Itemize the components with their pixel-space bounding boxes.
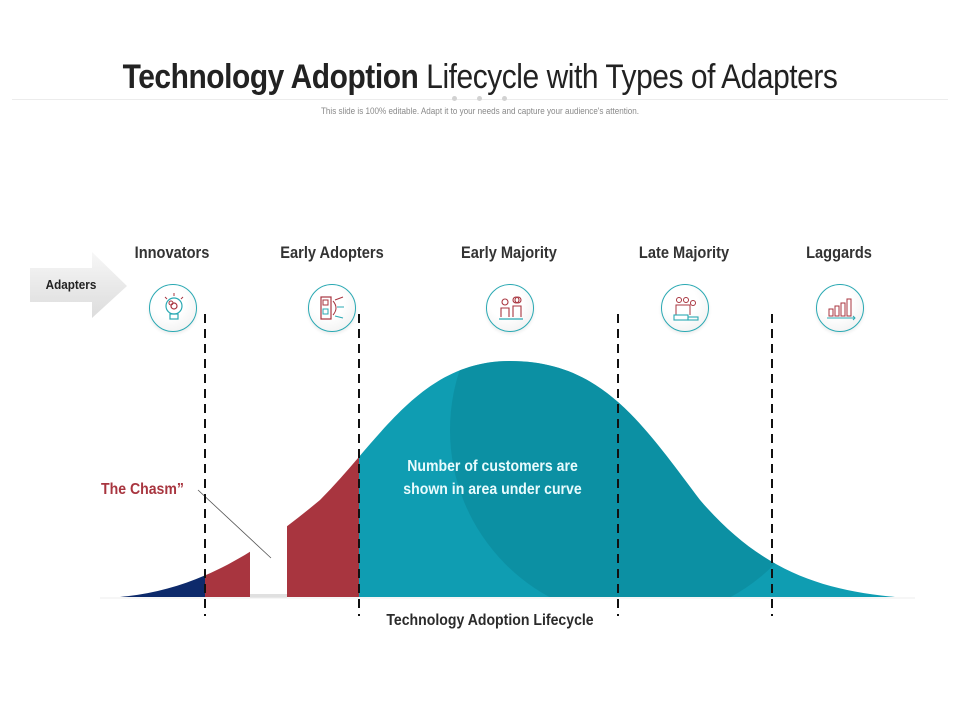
title-light: Lifecycle with Types of Adapters bbox=[426, 58, 838, 96]
stage-label-innovators: Innovators bbox=[134, 243, 210, 262]
adapters-arrow-shape bbox=[30, 252, 127, 318]
page-subtitle: This slide is 100% editable. Adapt it to… bbox=[320, 106, 640, 116]
adapters-label: Adapters bbox=[45, 277, 97, 292]
early-adopters-area-1 bbox=[205, 551, 250, 597]
group-podium-icon bbox=[661, 284, 709, 332]
title-bold: Technology Adoption bbox=[122, 58, 419, 96]
chasm-gap-baseline bbox=[250, 594, 287, 598]
chasm-pointer-line bbox=[197, 489, 272, 559]
people-podium-icon bbox=[486, 284, 534, 332]
stage-dividers bbox=[204, 314, 773, 616]
page-title: Technology Adoption Lifecycle with Types… bbox=[58, 58, 903, 97]
early-adopters-area-2 bbox=[287, 456, 359, 597]
stage-label-early-adopters: Early Adopters bbox=[280, 243, 384, 262]
bar-chart-growth-icon bbox=[816, 284, 864, 332]
title-dots bbox=[452, 96, 512, 104]
lightbulb-gears-icon bbox=[149, 284, 197, 332]
axis-label: Technology Adoption Lifecycle bbox=[386, 612, 594, 629]
chasm-label: The Chasm” bbox=[101, 481, 184, 498]
stage-label-early-majority: Early Majority bbox=[461, 243, 557, 262]
innovators-area bbox=[120, 575, 205, 597]
stage-label-late-majority: Late Majority bbox=[638, 243, 730, 262]
stage-label-laggards: Laggards bbox=[806, 243, 872, 262]
curve-note: Number of customers are shown in area un… bbox=[403, 458, 582, 498]
media-broadcast-icon bbox=[308, 284, 356, 332]
